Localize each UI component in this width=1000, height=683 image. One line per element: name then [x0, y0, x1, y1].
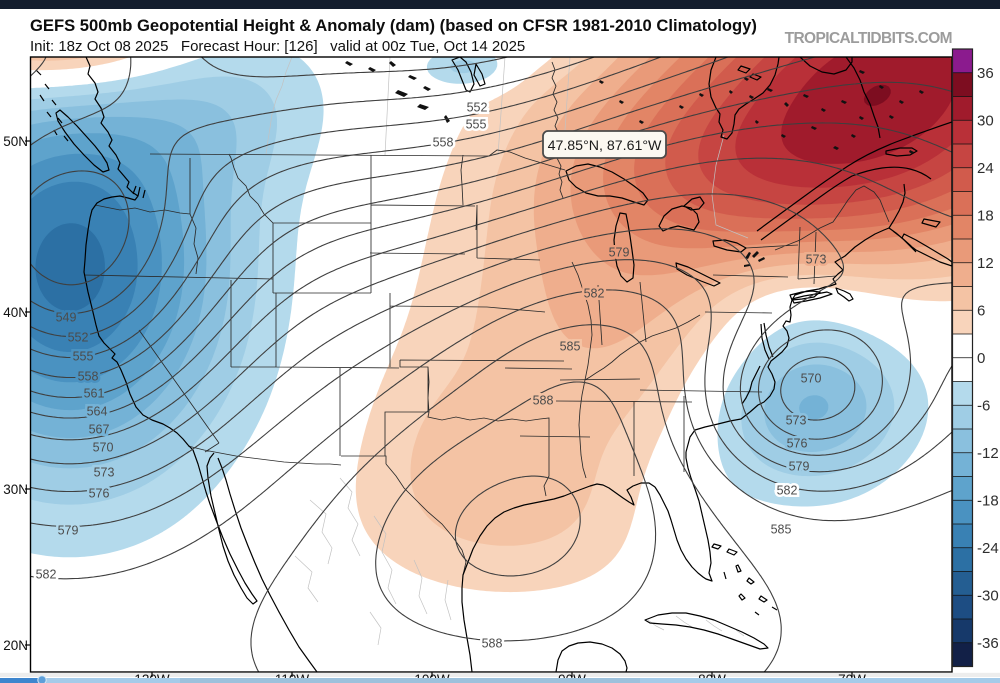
svg-text:576: 576: [89, 486, 110, 500]
svg-text:24: 24: [977, 160, 994, 177]
svg-text:20N: 20N: [3, 638, 28, 653]
svg-text:582: 582: [777, 483, 798, 497]
svg-text:558: 558: [433, 135, 454, 149]
svg-text:30N: 30N: [3, 482, 28, 497]
svg-text:6: 6: [977, 302, 985, 319]
svg-text:573: 573: [806, 252, 827, 266]
svg-text:561: 561: [84, 386, 105, 400]
svg-text:-36: -36: [977, 635, 999, 652]
svg-text:12: 12: [977, 255, 994, 272]
svg-text:100W: 100W: [414, 672, 450, 683]
svg-text:576: 576: [787, 436, 808, 450]
svg-text:80W: 80W: [698, 672, 726, 683]
svg-text:GEFS 500mb Geopotential Height: GEFS 500mb Geopotential Height & Anomaly…: [30, 16, 757, 35]
svg-text:588: 588: [482, 636, 503, 650]
svg-text:18: 18: [977, 207, 994, 224]
svg-text:555: 555: [466, 117, 487, 131]
svg-text:-18: -18: [977, 492, 999, 509]
svg-text:549: 549: [56, 310, 77, 324]
svg-text:120W: 120W: [134, 672, 170, 683]
svg-text:-24: -24: [977, 540, 999, 557]
svg-text:573: 573: [786, 413, 807, 427]
svg-text:558: 558: [78, 369, 99, 383]
svg-text:555: 555: [73, 349, 94, 363]
svg-text:90W: 90W: [558, 672, 586, 683]
svg-text:552: 552: [68, 330, 89, 344]
svg-text:579: 579: [58, 523, 79, 537]
svg-text:TROPICALTIDBITS.COM: TROPICALTIDBITS.COM: [785, 30, 952, 47]
svg-text:40N: 40N: [3, 305, 28, 320]
svg-text:50N: 50N: [3, 134, 28, 149]
svg-text:-12: -12: [977, 445, 999, 462]
svg-text:564: 564: [87, 404, 108, 418]
svg-text:567: 567: [89, 422, 110, 436]
svg-text:570: 570: [801, 371, 822, 385]
svg-text:30: 30: [977, 113, 994, 130]
svg-text:36: 36: [977, 65, 994, 82]
svg-text:-6: -6: [977, 397, 990, 414]
svg-text:579: 579: [609, 245, 630, 259]
svg-text:582: 582: [584, 286, 605, 300]
svg-text:570: 570: [93, 440, 114, 454]
svg-text:552: 552: [467, 100, 488, 114]
svg-text:-30: -30: [977, 588, 999, 605]
svg-text:70W: 70W: [838, 672, 866, 683]
svg-text:110W: 110W: [275, 672, 310, 683]
svg-text:588: 588: [533, 393, 554, 407]
svg-text:0: 0: [977, 350, 985, 367]
svg-text:585: 585: [560, 339, 581, 353]
svg-text:573: 573: [94, 465, 115, 479]
svg-text:Init: 18z Oct 08 2025 Foreca: Init: 18z Oct 08 2025 Forecast Hour: [12…: [30, 38, 525, 55]
svg-text:582: 582: [36, 567, 57, 581]
svg-text:579: 579: [789, 459, 810, 473]
svg-text:47.85°N, 87.61°W: 47.85°N, 87.61°W: [548, 138, 662, 154]
svg-text:585: 585: [771, 522, 792, 536]
